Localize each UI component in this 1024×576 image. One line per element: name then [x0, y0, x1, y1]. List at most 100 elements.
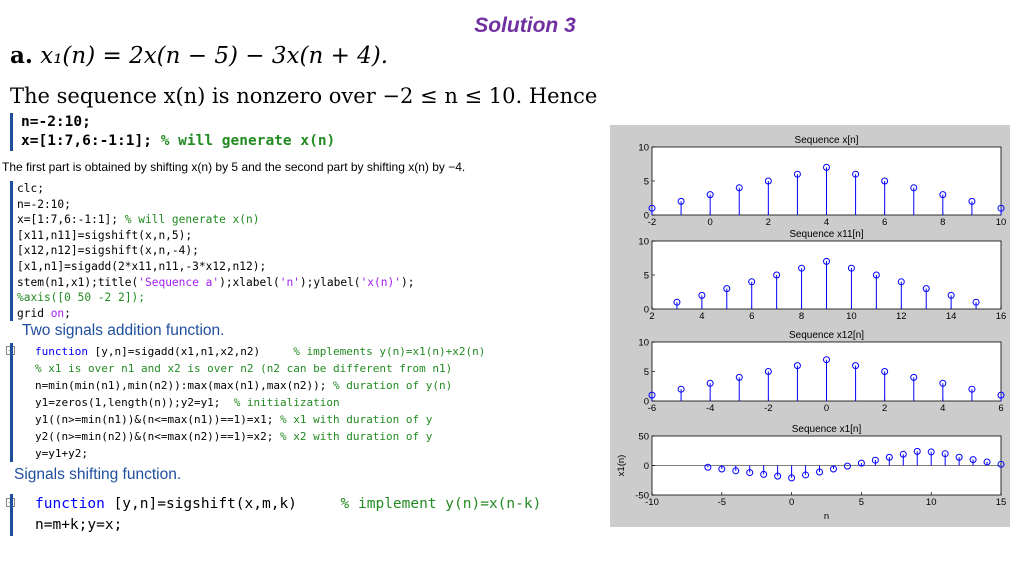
code-line: y1=zeros(1,length(n));y2=y1; % initializ…: [35, 394, 540, 411]
code-text: n=m+k;y=x;: [35, 517, 123, 533]
x-tick-label: -10: [645, 497, 659, 508]
stem-marker: [793, 362, 801, 370]
code-comment: % x1 is over n1 and x2 is over n2 (n2 ca…: [35, 362, 453, 375]
code-line: %axis([0 50 -2 2]);: [17, 290, 414, 306]
code-text: n=-2:10;: [17, 197, 71, 211]
y-tick-label: 50: [638, 432, 649, 443]
stem-marker: [723, 285, 731, 293]
stem-marker: [746, 469, 754, 477]
x-tick-label: -5: [718, 497, 726, 508]
y-tick-label: 0: [644, 397, 649, 408]
stem-marker: [922, 285, 930, 293]
stem-marker: [706, 379, 714, 387]
code-text: [x11,n11]=sigshift(x,n,5);: [17, 228, 193, 242]
stem-marker: [816, 468, 824, 476]
stem-marker: [773, 271, 781, 279]
stem-marker: [764, 177, 772, 185]
x-tick-label: 4: [699, 311, 704, 322]
equation-line: a. x₁(n) = 2x(n − 5) − 3x(n + 4).: [10, 42, 388, 69]
code-text: [y,n]=sigadd(x1,n1,x2,n2): [87, 345, 294, 358]
stem-marker: [871, 456, 879, 464]
stem-marker: [788, 474, 796, 482]
code-comment: % initialization: [233, 396, 340, 409]
code-comment: % implement y(n)=x(n-k): [340, 496, 542, 512]
code-comment: %axis([0 50 -2 2]);: [17, 291, 145, 305]
code-text: y1((n>=min(n1))&(n<=max(n1))==1)=x1;: [35, 413, 281, 426]
stem-marker: [764, 368, 772, 375]
code-line: n=m+k;y=x;: [35, 515, 610, 536]
x-tick-label: 4: [940, 403, 945, 414]
stem-marker: [718, 465, 726, 473]
stem-marker: [823, 257, 830, 265]
code-line: n=-2:10;: [21, 113, 335, 132]
code-text: n=min(min(n1),min(n2)):max(max(n1),max(n…: [35, 379, 334, 392]
equation-label: a.: [10, 42, 33, 69]
y-tick-label: 5: [644, 177, 649, 188]
stem-marker: [941, 450, 949, 458]
x-tick-label: 0: [708, 217, 713, 228]
x-tick-label: 12: [896, 311, 907, 322]
x-tick-label: -4: [706, 403, 714, 414]
x-tick-label: 15: [996, 497, 1007, 508]
stem-marker: [677, 197, 685, 205]
code-comment: % duration of y(n): [333, 379, 453, 392]
code-text: );ylabel(: [299, 275, 361, 289]
code-line: grid on;: [17, 306, 414, 322]
stem-marker: [823, 356, 830, 364]
stem-marker: [760, 470, 768, 478]
stem-marker: [823, 163, 830, 171]
x-tick-label: 10: [926, 497, 937, 508]
y-tick-label: 0: [644, 305, 649, 316]
code-comment: % will generate x(n): [160, 133, 336, 149]
code-line: stem(n1,x1);title('Sequence a');xlabel('…: [17, 275, 414, 291]
plot-title: Sequence x11[n]: [789, 229, 864, 240]
code-text: clc;: [17, 182, 44, 195]
code-text: x=[1:7,6:-1:1];: [21, 133, 161, 149]
y-tick-label: -50: [635, 491, 649, 502]
code-line: [x12,n12]=sigshift(x,n,-4);: [17, 243, 414, 259]
sequence-text: The sequence x(n) is nonzero over −2 ≤ n…: [10, 84, 598, 108]
code-line: function [y,n]=sigshift(x,m,k) % impleme…: [35, 494, 610, 515]
y-tick-label: 10: [638, 338, 649, 349]
x-tick-label: 14: [946, 311, 957, 322]
x-tick-label: 0: [789, 497, 794, 508]
code-line: y2((n>=min(n2))&(n<=max(n2))==1)=x2; % x…: [35, 428, 540, 445]
y-tick-label: 0: [644, 461, 649, 472]
x-tick-label: -2: [764, 403, 772, 414]
code-string: 'x(n)': [360, 275, 401, 289]
code-line: x=[1:7,6:-1:1]; % will generate x(n): [17, 212, 414, 228]
code-string: 'n': [279, 275, 300, 289]
stem-marker: [735, 373, 743, 381]
x-tick-label: 6: [749, 311, 754, 322]
stem-marker: [968, 385, 976, 393]
code-text: stem(n1,x1);title(: [17, 275, 139, 289]
stem-marker: [852, 362, 860, 370]
stem-marker: [968, 197, 976, 205]
code-text: y=y1+y2;: [35, 447, 88, 460]
code-text: [x12,n12]=sigshift(x,n,-4);: [17, 244, 199, 258]
stem-marker: [748, 278, 756, 286]
code-text: grid: [17, 306, 51, 320]
y-tick-label: 5: [644, 271, 649, 282]
y-tick-label: 0: [644, 211, 649, 222]
x-tick-label: 10: [846, 311, 857, 322]
stem-marker: [648, 391, 656, 399]
stem-marker: [899, 450, 907, 458]
stem-marker: [677, 385, 685, 393]
code-comment: % will generate x(n): [124, 213, 260, 227]
stem-marker: [732, 467, 740, 475]
code-comment: % implements y(n)=x1(n)+x2(n): [293, 345, 486, 358]
stem-marker: [910, 373, 918, 381]
stem-marker: [972, 298, 980, 306]
equation: x₁(n) = 2x(n − 5) − 3x(n + 4).: [40, 43, 389, 69]
code-comment: % x2 with duration of y: [280, 430, 433, 443]
stem-marker: [843, 462, 851, 470]
code-block-generate-x: n=-2:10; x=[1:7,6:-1:1]; % will generate …: [10, 113, 335, 151]
stem-marker: [673, 298, 681, 306]
code-text: x=[1:7,6:-1:1];: [17, 213, 125, 227]
addition-function-label: Two signals addition function.: [22, 322, 225, 339]
slide-title: Solution 3: [474, 14, 576, 37]
stem-marker: [829, 465, 837, 473]
x-tick-label: 8: [940, 217, 945, 228]
